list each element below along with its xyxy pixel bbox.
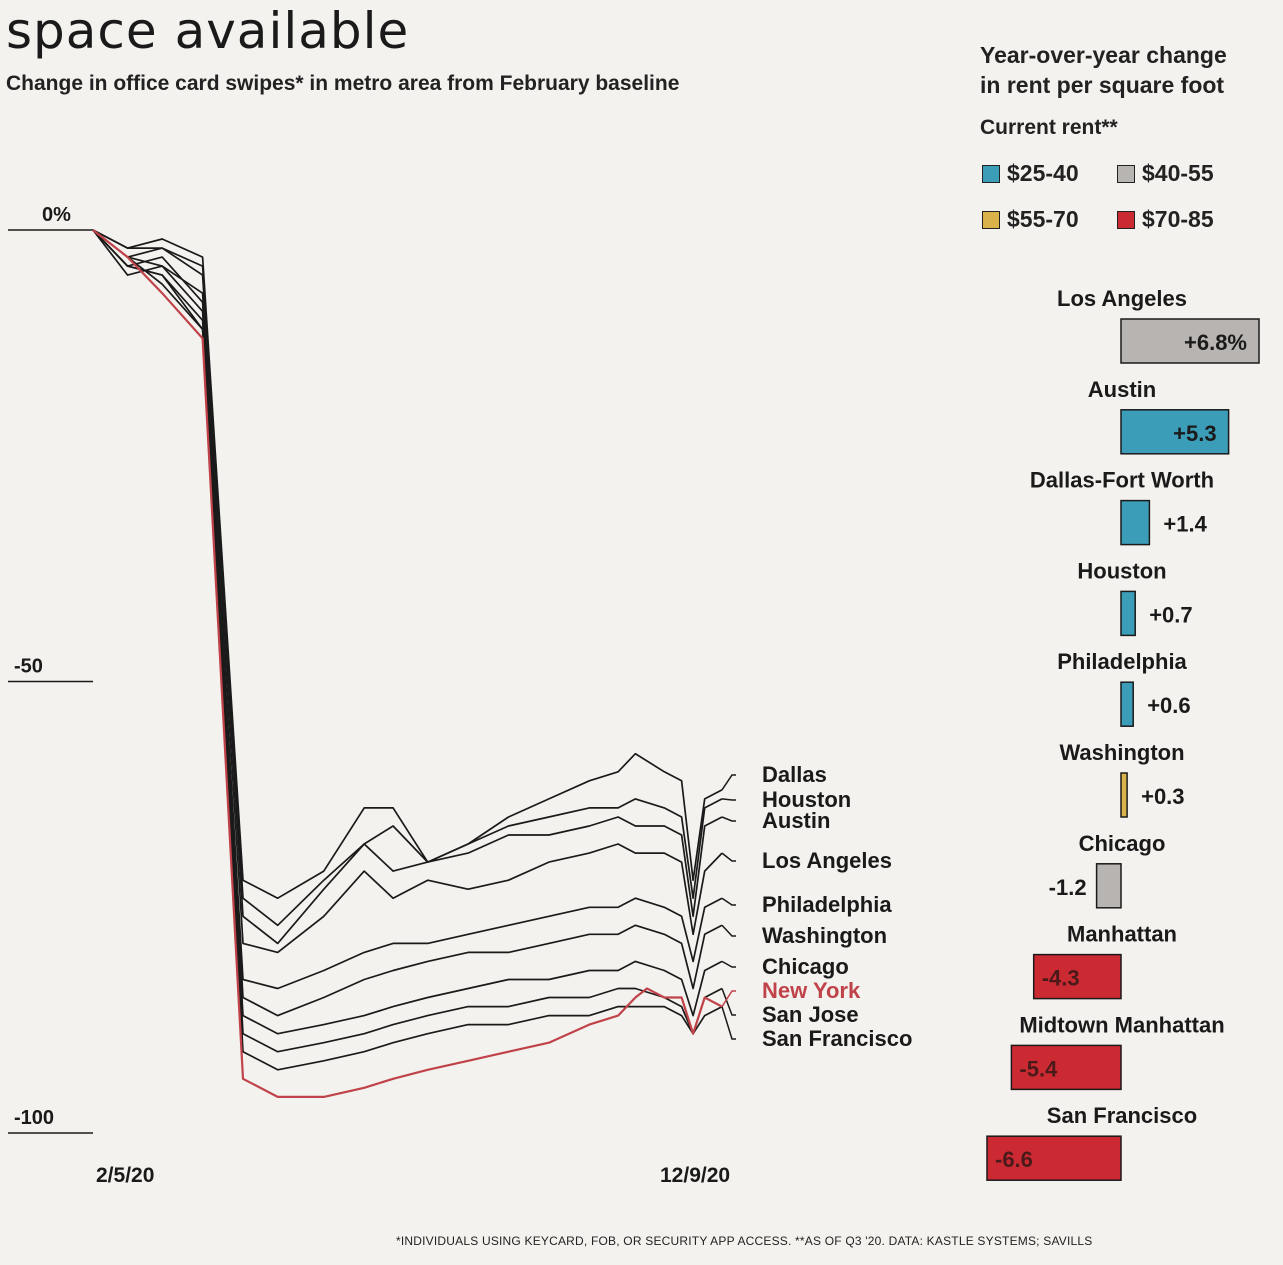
- bar-los-angeles: [1120, 318, 1260, 364]
- series-label-houston: Houston: [762, 787, 851, 812]
- y-tick-label: -50: [14, 656, 43, 678]
- legend-label-tier-55-70: $55-70: [1007, 206, 1079, 232]
- rent-chart-title-text: Year-over-year change in rent per square…: [980, 42, 1227, 98]
- bar-philadelphia: [1120, 681, 1134, 727]
- bar-value-label: -1.2: [1049, 875, 1087, 900]
- series-leader-austin: [721, 816, 736, 822]
- series-label-san-francisco: San Francisco: [762, 1026, 912, 1051]
- bar-value-label: +0.7: [1149, 602, 1192, 627]
- chart-title: space available: [6, 2, 410, 60]
- series-label-new-york: New York: [762, 978, 861, 1003]
- legend-title: Current rent**: [980, 116, 1118, 139]
- legend-item-tier-55-70: $55-70: [982, 206, 1079, 233]
- bar-category-label: Philadelphia: [1057, 649, 1187, 674]
- bar-houston: [1120, 590, 1136, 637]
- legend-swatch-tier-55-70: [982, 210, 1000, 229]
- bar-category-label: Dallas-Fort Worth: [1030, 468, 1214, 493]
- series-label-los-angeles: Los Angeles: [762, 848, 892, 873]
- chart-subtitle: Change in office card swipes* in metro a…: [6, 72, 680, 95]
- legend-swatch-tier-25-40: [982, 164, 1000, 183]
- series-leader-washington: [721, 924, 736, 937]
- legend-item-tier-25-40: $25-40: [982, 160, 1079, 187]
- series-leader-chicago: [721, 960, 736, 968]
- series-label-san-jose: San Jose: [762, 1002, 859, 1027]
- bar-value-label: -6.6: [995, 1147, 1033, 1172]
- bar-value-label: +6.8%: [1184, 330, 1247, 355]
- bar-san-francisco: [986, 1135, 1122, 1181]
- y-tick-label: 0%: [42, 204, 71, 226]
- bar-value-label: -4.3: [1042, 966, 1080, 991]
- legend-item-tier-40-55: $40-55: [1117, 160, 1214, 187]
- bar-category-label: Houston: [1077, 558, 1166, 583]
- bar-washington: [1120, 772, 1128, 818]
- bar-category-label: Los Angeles: [1057, 286, 1187, 311]
- bar-category-label: San Francisco: [1047, 1103, 1197, 1128]
- legend-swatch-tier-70-85: [1117, 210, 1135, 229]
- bar-category-label: Midtown Manhattan: [1019, 1012, 1224, 1037]
- rent-chart-title: Year-over-year change in rent per square…: [980, 40, 1250, 100]
- legend-label-tier-25-40: $25-40: [1007, 160, 1079, 186]
- bar-austin: [1120, 409, 1230, 455]
- series-leader-dallas: [721, 774, 736, 791]
- series-leader-los-angeles: [721, 852, 736, 862]
- series-line-new-york: [92, 229, 723, 1098]
- bar-category-label: Washington: [1059, 740, 1184, 765]
- bar-category-label: Chicago: [1079, 831, 1166, 856]
- bar-value-label: +1.4: [1163, 512, 1207, 537]
- bar-chicago: [1095, 863, 1122, 909]
- bar-midtown-manhattan: [1010, 1044, 1122, 1091]
- footnote: *INDIVIDUALS USING KEYCARD, FOB, OR SECU…: [396, 1234, 1093, 1248]
- bar-dallas-fort-worth: [1120, 499, 1151, 546]
- series-label-austin: Austin: [762, 808, 830, 833]
- series-line-los-angeles: [92, 229, 723, 954]
- legend-label-tier-40-55: $40-55: [1142, 160, 1214, 186]
- legend-swatch-tier-40-55: [1117, 164, 1135, 183]
- x-tick-label: 12/9/20: [660, 1164, 730, 1187]
- x-tick-label: 2/5/20: [96, 1164, 154, 1187]
- y-tick-label: -100: [14, 1107, 54, 1129]
- series-leader-philadelphia: [721, 897, 736, 906]
- series-line-austin: [92, 229, 723, 945]
- series-label-washington: Washington: [762, 923, 887, 948]
- legend-label-tier-70-85: $70-85: [1142, 206, 1214, 232]
- legend-item-tier-70-85: $70-85: [1117, 206, 1214, 233]
- series-leader-san-francisco: [721, 1006, 736, 1040]
- bar-value-label: +5.3: [1173, 421, 1216, 446]
- bar-value-label: +0.3: [1141, 784, 1184, 809]
- bar-category-label: Manhattan: [1067, 922, 1177, 947]
- bar-manhattan: [1032, 953, 1122, 1000]
- series-label-philadelphia: Philadelphia: [762, 892, 892, 917]
- series-leader-san-jose: [721, 988, 736, 1016]
- series-label-chicago: Chicago: [762, 954, 849, 979]
- bar-value-label: +0.6: [1147, 693, 1190, 718]
- series-leader-new-york: [721, 990, 736, 1008]
- series-leader-houston: [721, 798, 736, 801]
- series-label-dallas: Dallas: [762, 762, 827, 787]
- bar-value-label: -5.4: [1019, 1056, 1058, 1081]
- bar-category-label: Austin: [1088, 377, 1156, 402]
